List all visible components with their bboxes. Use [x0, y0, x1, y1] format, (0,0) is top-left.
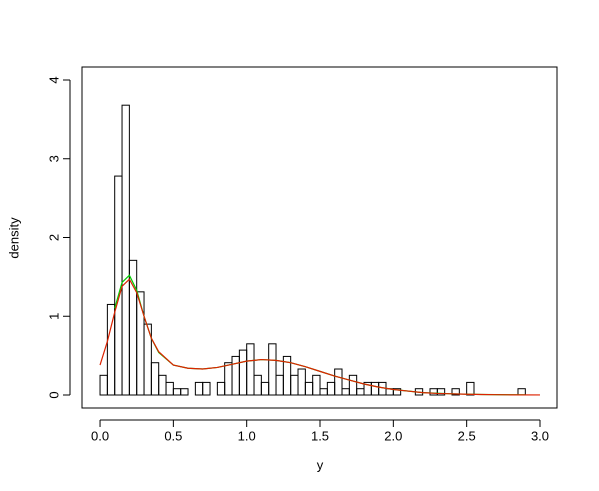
bar: [238, 349, 248, 396]
bar: [517, 388, 526, 396]
bar: [341, 388, 350, 396]
bar: [165, 381, 174, 396]
bar: [290, 374, 299, 396]
y-axis-label: density: [6, 217, 21, 259]
bar: [370, 381, 380, 396]
bar: [319, 388, 328, 396]
bar: [136, 291, 145, 396]
x-tick-label: 1.5: [311, 428, 329, 443]
bar: [121, 104, 130, 396]
bar: [180, 388, 189, 396]
x-tick-label: 0.0: [91, 428, 109, 443]
x-tick-label: 0.5: [164, 428, 182, 443]
bar: [253, 374, 262, 396]
y-tick-label: 2: [46, 234, 61, 241]
bar: [436, 388, 446, 396]
y-tick-label: 0: [46, 391, 61, 398]
bar: [466, 381, 475, 396]
bar: [202, 381, 211, 396]
bar: [158, 374, 167, 396]
y-tick-label: 3: [46, 155, 61, 162]
x-tick-label: 2.5: [458, 428, 476, 443]
x-axis-label: y: [317, 457, 324, 472]
x-tick-label: 2.0: [384, 428, 402, 443]
bar: [260, 381, 270, 396]
bar: [429, 388, 438, 396]
bar: [275, 374, 284, 396]
x-tick-label: 3.0: [531, 428, 549, 443]
bar: [326, 381, 336, 396]
bar: [348, 374, 358, 396]
bar: [231, 355, 240, 396]
x-tick-label: 1.0: [238, 428, 256, 443]
bar: [297, 368, 306, 396]
bar: [194, 381, 204, 396]
bar: [304, 381, 314, 396]
y-tick-label: 4: [46, 76, 61, 83]
bar: [143, 323, 152, 396]
bar: [150, 362, 160, 396]
bar: [224, 362, 233, 396]
density-line: [99, 278, 540, 396]
bar: [99, 374, 108, 396]
bar: [246, 343, 255, 396]
bar: [312, 374, 321, 396]
bar: [356, 388, 365, 396]
bar: [216, 381, 226, 396]
y-tick-label: 1: [46, 313, 61, 320]
bar: [268, 343, 277, 396]
bar: [451, 388, 460, 396]
bar: [392, 388, 402, 396]
bar: [334, 368, 343, 396]
plot-box: [81, 66, 558, 409]
bar: [172, 388, 182, 396]
